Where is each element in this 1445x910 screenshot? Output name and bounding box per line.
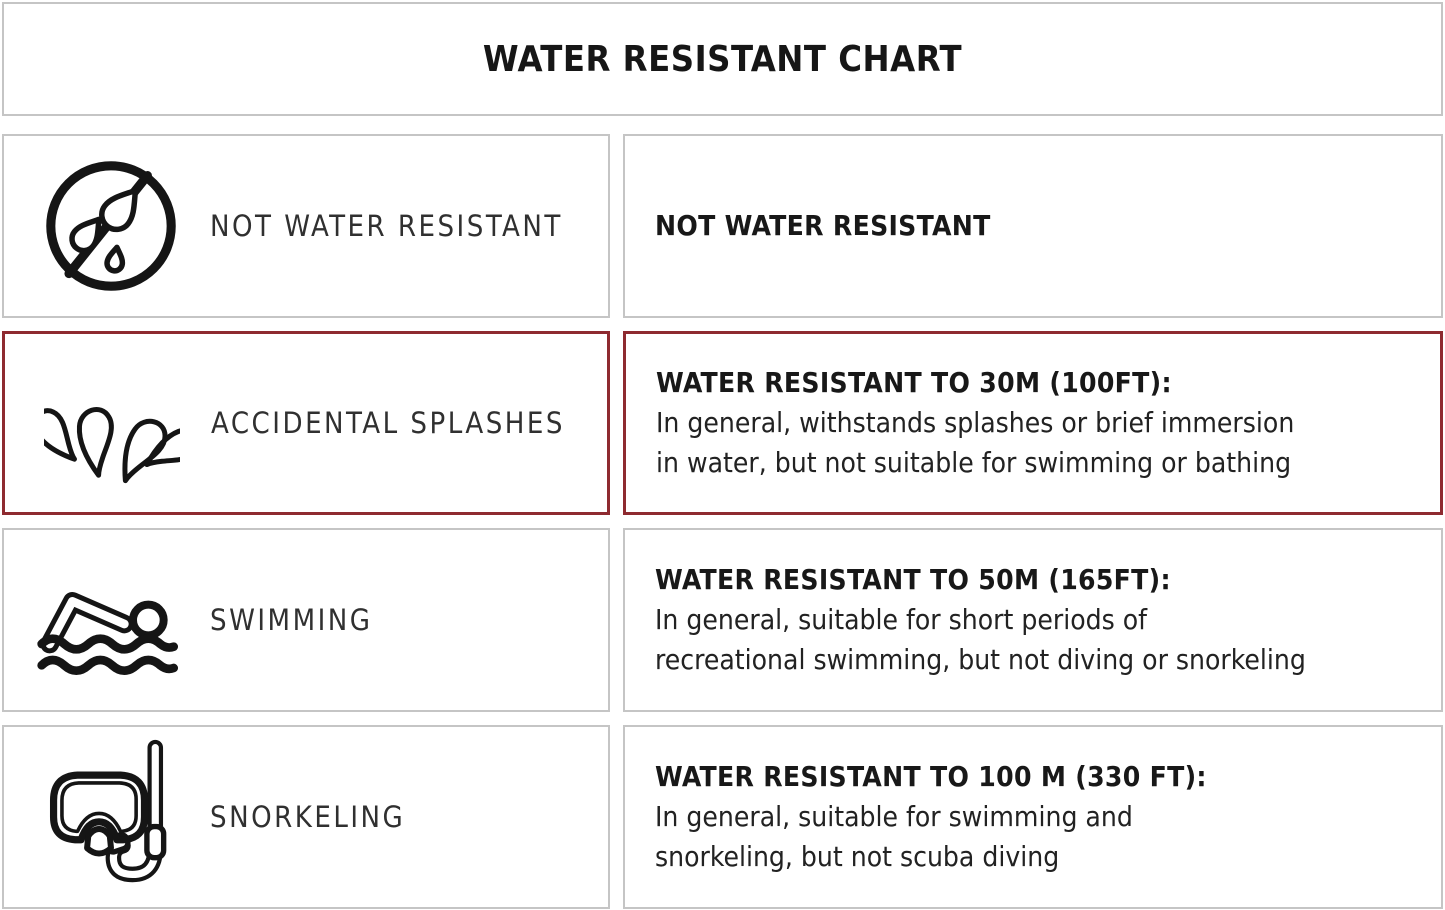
row-swimming: SWIMMING WATER RESISTANT TO 50M (165FT):… (2, 528, 1443, 712)
row-accidental-splashes: ACCIDENTAL SPLASHES WATER RESISTANT TO 3… (2, 331, 1443, 515)
rating-heading: WATER RESISTANT TO 50M (165FT): (655, 563, 1171, 596)
splash-icon (37, 338, 187, 508)
activity-cell: SNORKELING (2, 725, 610, 909)
rating-description: In general, withstands splashes or brief… (656, 406, 1295, 479)
rating-heading: NOT WATER RESISTANT (655, 209, 991, 242)
swimmer-icon (36, 535, 186, 705)
row-snorkeling: SNORKELING WATER RESISTANT TO 100 M (330… (2, 725, 1443, 909)
snorkel-mask-icon (36, 732, 186, 902)
activity-label: SNORKELING (210, 800, 406, 834)
activity-cell: NOT WATER RESISTANT (2, 134, 610, 318)
row-not-water-resistant: NOT WATER RESISTANT NOT WATER RESISTANT (2, 134, 1443, 318)
activity-cell: ACCIDENTAL SPLASHES (2, 331, 610, 515)
rating-description: In general, suitable for short periods o… (655, 603, 1306, 676)
page-title: WATER RESISTANT CHART (482, 38, 963, 80)
rating-cell: WATER RESISTANT TO 50M (165FT): In gener… (623, 528, 1443, 712)
activity-label: SWIMMING (210, 603, 373, 637)
activity-label: NOT WATER RESISTANT (210, 209, 563, 243)
rating-heading: WATER RESISTANT TO 30M (100FT): (656, 366, 1172, 399)
no-water-drops-icon (36, 141, 186, 311)
chart-title-box: WATER RESISTANT CHART (2, 2, 1443, 116)
activity-cell: SWIMMING (2, 528, 610, 712)
rating-description: In general, suitable for swimming and sn… (655, 800, 1133, 873)
rating-cell: WATER RESISTANT TO 30M (100FT): In gener… (623, 331, 1443, 515)
rating-cell: NOT WATER RESISTANT (623, 134, 1443, 318)
rating-heading: WATER RESISTANT TO 100 M (330 FT): (655, 760, 1207, 793)
activity-label: ACCIDENTAL SPLASHES (211, 406, 565, 440)
rating-cell: WATER RESISTANT TO 100 M (330 FT): In ge… (623, 725, 1443, 909)
